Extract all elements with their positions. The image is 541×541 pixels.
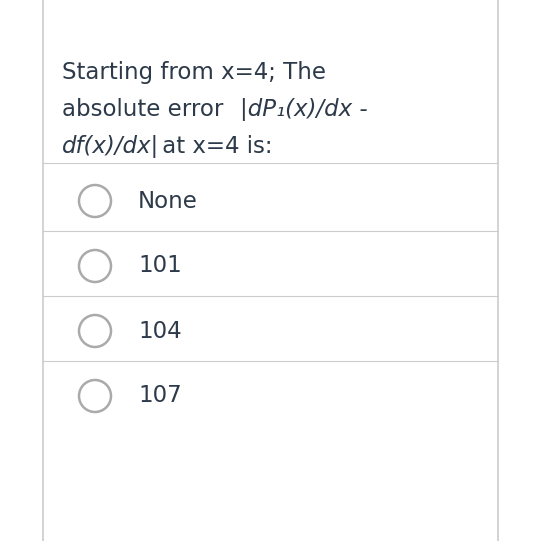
- Text: at x=4 is:: at x=4 is:: [155, 135, 273, 158]
- Text: |dP₁(x)/dx -: |dP₁(x)/dx -: [240, 98, 368, 121]
- Text: Starting from x=4; The: Starting from x=4; The: [62, 61, 326, 84]
- Text: 101: 101: [138, 254, 182, 278]
- Text: absolute error: absolute error: [62, 98, 238, 121]
- Text: 107: 107: [138, 385, 182, 407]
- Text: df(x)/dx|: df(x)/dx|: [62, 135, 159, 158]
- Text: 104: 104: [138, 320, 182, 342]
- Text: None: None: [138, 189, 198, 213]
